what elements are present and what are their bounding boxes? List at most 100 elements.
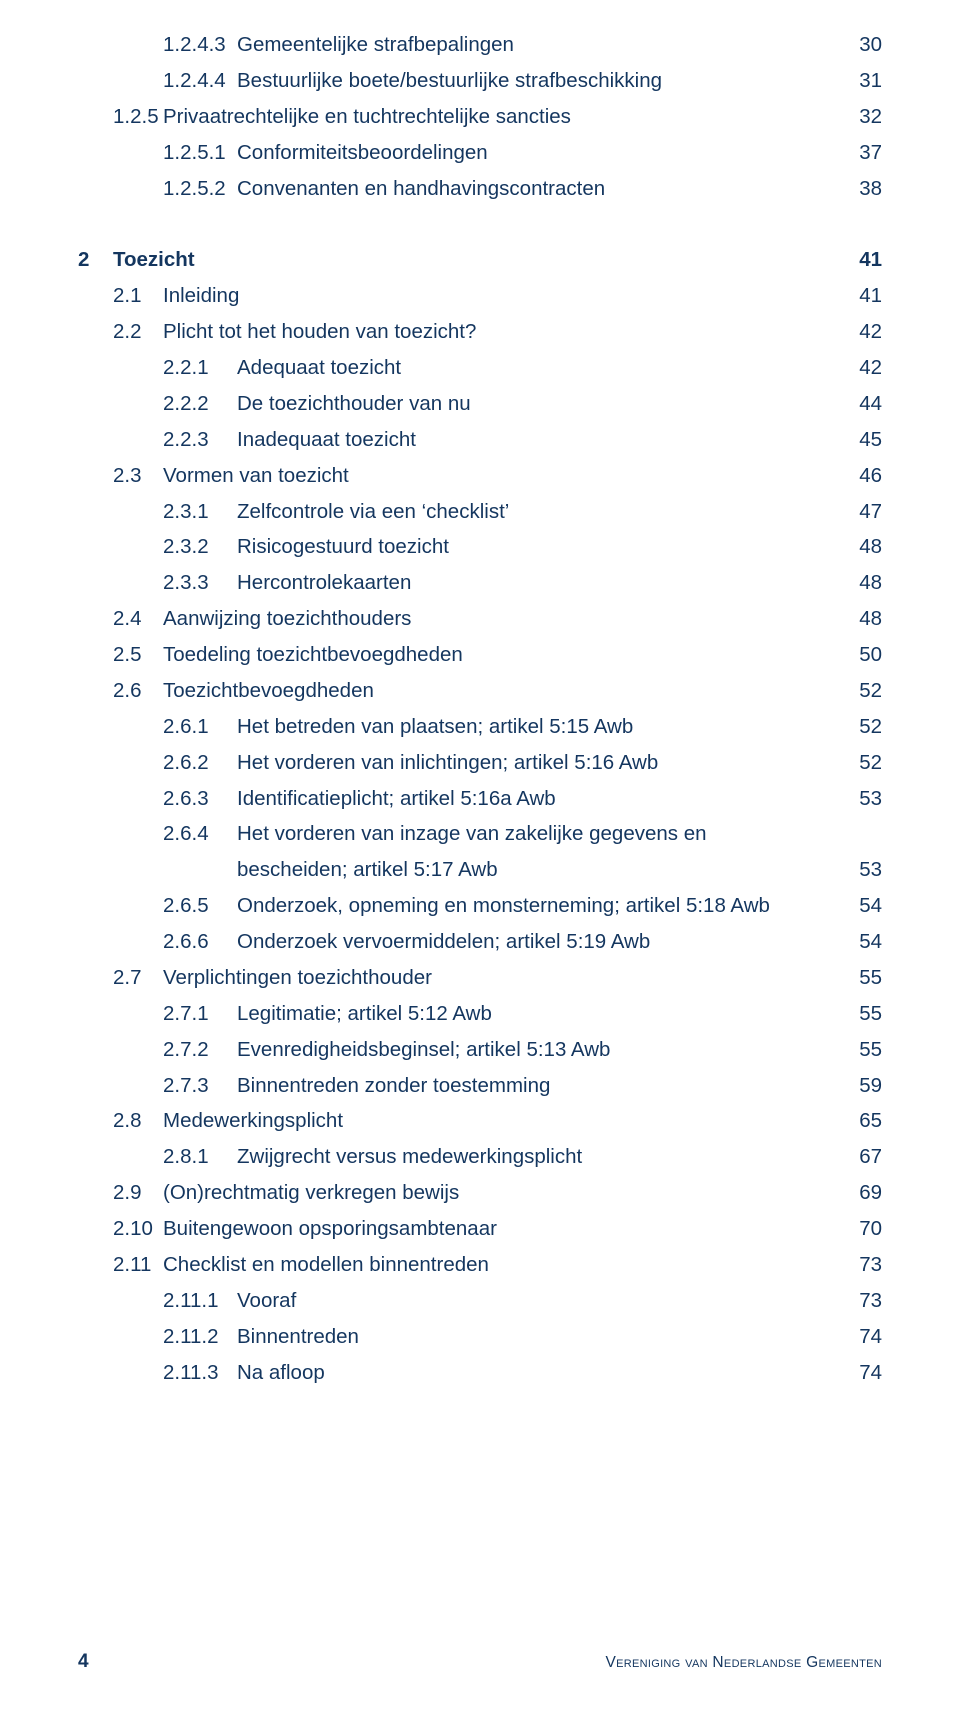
toc-title: Binnentreden [237, 1319, 859, 1355]
toc-title: Het betreden van plaatsen; artikel 5:15 … [237, 709, 859, 745]
toc-number: 1.2.5 [113, 99, 163, 135]
toc-title: Vooraf [237, 1283, 859, 1319]
toc-page: 46 [859, 458, 882, 494]
toc-page: 45 [859, 422, 882, 458]
toc-title: Toedeling toezichtbevoegdheden [163, 637, 859, 673]
toc-entry: 1.2.5.1Conformiteitsbeoordelingen37 [78, 135, 882, 171]
toc-title: Buitengewoon opsporingsambtenaar [163, 1211, 859, 1247]
toc-title: Gemeentelijke strafbepalingen [237, 27, 859, 63]
toc-number: 2.3.3 [163, 565, 237, 601]
toc-entry: 2.11.2Binnentreden74 [78, 1319, 882, 1355]
toc-entry: 2.8.1Zwijgrecht versus medewerkingsplich… [78, 1139, 882, 1175]
toc-entry: 2.11.3Na afloop74 [78, 1355, 882, 1391]
toc-title: Het vorderen van inzage van zakelijke ge… [237, 816, 882, 852]
toc-title: Aanwijzing toezichthouders [163, 601, 859, 637]
toc-page: 54 [859, 888, 882, 924]
toc-page: 42 [859, 314, 882, 350]
toc-page: 74 [859, 1355, 882, 1391]
toc-number: 2.7.3 [163, 1068, 237, 1104]
toc-page: 48 [859, 601, 882, 637]
toc-page: 37 [859, 135, 882, 171]
toc-number: 2.7.1 [163, 996, 237, 1032]
toc-title: Verplichtingen toezichthouder [163, 960, 859, 996]
toc-title: Conformiteitsbeoordelingen [237, 135, 859, 171]
toc-title: Hercontrolekaarten [237, 565, 859, 601]
toc-number: 2.6.1 [163, 709, 237, 745]
toc-entry: 2.7.3Binnentreden zonder toestemming59 [78, 1068, 882, 1104]
toc-number: 2.3.1 [163, 494, 237, 530]
toc-entry: 1.2.5Privaatrechtelijke en tuchtrechteli… [78, 99, 882, 135]
toc-number: 1.2.4.3 [163, 27, 237, 63]
toc-title: Inleiding [163, 278, 859, 314]
toc-page: 48 [859, 529, 882, 565]
toc-title: Plicht tot het houden van toezicht? [163, 314, 859, 350]
footer-publisher: Vereniging van Nederlandse Gemeenten [605, 1654, 882, 1672]
toc-page: 42 [859, 350, 882, 386]
toc-title: Onderzoek, opneming en monsterneming; ar… [237, 888, 859, 924]
toc-number: 1.2.5.1 [163, 135, 237, 171]
toc-page: 41 [859, 278, 882, 314]
toc-page: 59 [859, 1068, 882, 1104]
page-footer: 4 Vereniging van Nederlandse Gemeenten [78, 1651, 882, 1673]
toc-entry: 2.10Buitengewoon opsporingsambtenaar70 [78, 1211, 882, 1247]
toc-entry: 2.8Medewerkingsplicht65 [78, 1103, 882, 1139]
toc-page: 52 [859, 673, 882, 709]
toc-title: Inadequaat toezicht [237, 422, 859, 458]
toc-page: 50 [859, 637, 882, 673]
toc-title: Legitimatie; artikel 5:12 Awb [237, 996, 859, 1032]
toc-page: 30 [859, 27, 882, 63]
toc-entry: bescheiden; artikel 5:17 Awb53 [78, 852, 882, 888]
toc-number: 2.6.3 [163, 781, 237, 817]
toc-title: Vormen van toezicht [163, 458, 859, 494]
toc-page: 69 [859, 1175, 882, 1211]
toc-entry: 2.6.6Onderzoek vervoermiddelen; artikel … [78, 924, 882, 960]
toc-title: Het vorderen van inlichtingen; artikel 5… [237, 745, 859, 781]
toc-number: 2.6.6 [163, 924, 237, 960]
toc-number: 2.8.1 [163, 1139, 237, 1175]
toc-entry: 2.6.4Het vorderen van inzage van zakelij… [78, 816, 882, 852]
toc-number: 2 [78, 242, 113, 278]
toc-title: Risicogestuurd toezicht [237, 529, 859, 565]
toc-title: Onderzoek vervoermiddelen; artikel 5:19 … [237, 924, 859, 960]
toc-number: 2.6 [113, 673, 163, 709]
toc-entry: 2.2Plicht tot het houden van toezicht?42 [78, 314, 882, 350]
toc-entry: 2.6.5Onderzoek, opneming en monsternemin… [78, 888, 882, 924]
toc-entry: 2.2.1Adequaat toezicht42 [78, 350, 882, 386]
toc-number: 2.2.1 [163, 350, 237, 386]
toc-number: 2.2.2 [163, 386, 237, 422]
toc-number: 2.4 [113, 601, 163, 637]
toc-number: 2.1 [113, 278, 163, 314]
toc-number: 2.5 [113, 637, 163, 673]
toc-page: 52 [859, 745, 882, 781]
toc-page: 73 [859, 1283, 882, 1319]
toc-number: 2.7 [113, 960, 163, 996]
toc-title: De toezichthouder van nu [237, 386, 859, 422]
toc-entry: 2.3.1Zelfcontrole via een ‘checklist’47 [78, 494, 882, 530]
toc-title: Convenanten en handhavingscontracten [237, 171, 859, 207]
toc-page: 32 [859, 99, 882, 135]
toc-number: 2.3.2 [163, 529, 237, 565]
toc-title: Na afloop [237, 1355, 859, 1391]
toc-title: bescheiden; artikel 5:17 Awb [237, 852, 859, 888]
toc-entry: 2.2.2De toezichthouder van nu44 [78, 386, 882, 422]
toc-page: 74 [859, 1319, 882, 1355]
toc-page: 44 [859, 386, 882, 422]
toc-entry: 2.5Toedeling toezichtbevoegdheden50 [78, 637, 882, 673]
toc-entry: 1.2.4.4Bestuurlijke boete/bestuurlijke s… [78, 63, 882, 99]
toc-number: 2.11.1 [163, 1283, 237, 1319]
toc-page: 53 [859, 852, 882, 888]
toc-number: 2.6.5 [163, 888, 237, 924]
toc-page: 73 [859, 1247, 882, 1283]
toc-entry: 2.3.2Risicogestuurd toezicht48 [78, 529, 882, 565]
toc-title: Identificatieplicht; artikel 5:16a Awb [237, 781, 859, 817]
toc-page: 55 [859, 1032, 882, 1068]
toc-entry: 2.6.1Het betreden van plaatsen; artikel … [78, 709, 882, 745]
toc-page: 70 [859, 1211, 882, 1247]
toc-title: Toezichtbevoegdheden [163, 673, 859, 709]
toc-page: 47 [859, 494, 882, 530]
toc-entry: 2.6.2Het vorderen van inlichtingen; arti… [78, 745, 882, 781]
toc-number: 1.2.4.4 [163, 63, 237, 99]
toc-entry: 2.4Aanwijzing toezichthouders48 [78, 601, 882, 637]
toc-number: 2.11.3 [163, 1355, 237, 1391]
toc-entry: 1.2.5.2Convenanten en handhavingscontrac… [78, 171, 882, 207]
